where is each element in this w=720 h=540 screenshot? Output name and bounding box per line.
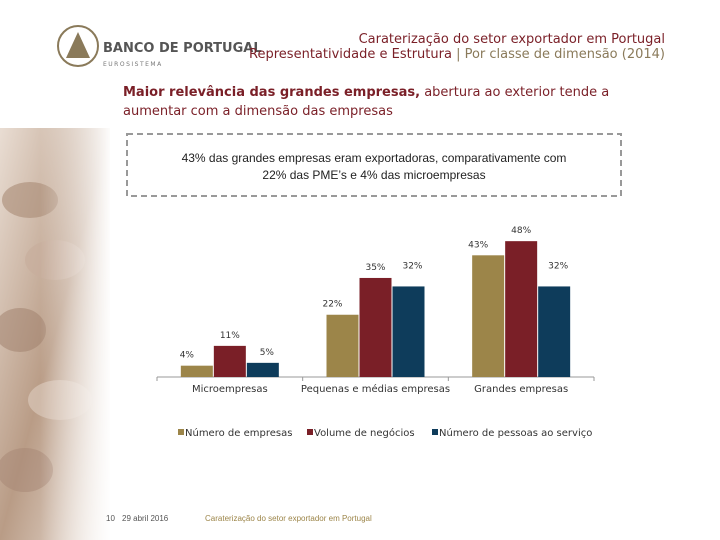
legend-swatch bbox=[178, 429, 184, 435]
value-label: 43% bbox=[468, 240, 488, 250]
subtitle: Representatividade e Estrutura | Por cla… bbox=[249, 47, 665, 62]
page-number: 10 bbox=[106, 514, 115, 523]
bar bbox=[246, 362, 279, 377]
x-tick-label: Microempresas bbox=[192, 384, 268, 395]
legend-swatch bbox=[307, 429, 313, 435]
subtitle-rest: | Por classe de dimensão (2014) bbox=[456, 47, 665, 62]
legend-label: Número de empresas bbox=[185, 427, 292, 439]
subtitle-bold: Representatividade e Estrutura bbox=[249, 47, 452, 62]
value-label: 35% bbox=[365, 263, 385, 273]
bar bbox=[213, 345, 246, 377]
headline-bold: Maior relevância das grandes empresas, bbox=[123, 85, 421, 100]
callout: 43% das grandes empresas eram exportador… bbox=[181, 151, 567, 182]
value-label: 32% bbox=[548, 261, 568, 271]
value-label: 32% bbox=[402, 261, 422, 271]
bar bbox=[538, 286, 571, 377]
logo: BANCO DE PORTUGAL EUROSISTEMA bbox=[57, 25, 262, 68]
callout-box bbox=[126, 133, 622, 197]
slide-title: Caraterização do setor exportador em Por… bbox=[359, 32, 665, 47]
value-label: 5% bbox=[260, 348, 275, 358]
value-label: 4% bbox=[180, 351, 195, 361]
legend-label: Número de pessoas ao serviço bbox=[439, 427, 592, 439]
bar bbox=[180, 365, 213, 377]
decorative-image bbox=[0, 128, 112, 540]
footer: Caraterização do setor exportador em Por… bbox=[205, 514, 372, 523]
logo-sub: EUROSISTEMA bbox=[103, 61, 163, 68]
logo-name: BANCO DE PORTUGAL bbox=[103, 41, 262, 56]
legend-swatch bbox=[432, 429, 438, 435]
headline: Maior relevância das grandes empresas, a… bbox=[123, 83, 663, 121]
bar bbox=[472, 255, 505, 377]
headline-rest: abertura ao exterior tende a aumentar co… bbox=[123, 85, 610, 119]
bar bbox=[326, 314, 359, 377]
bar bbox=[505, 241, 538, 377]
legend-label: Volume de negócios bbox=[314, 427, 415, 439]
date: 29 abril 2016 bbox=[122, 514, 169, 523]
x-tick-label: Pequenas e médias empresas bbox=[301, 383, 450, 395]
value-label: 11% bbox=[220, 331, 240, 341]
bar bbox=[359, 277, 392, 377]
value-label: 48% bbox=[511, 226, 531, 236]
bar bbox=[392, 286, 425, 377]
x-tick-label: Grandes empresas bbox=[474, 384, 568, 395]
value-label: 22% bbox=[322, 300, 342, 310]
